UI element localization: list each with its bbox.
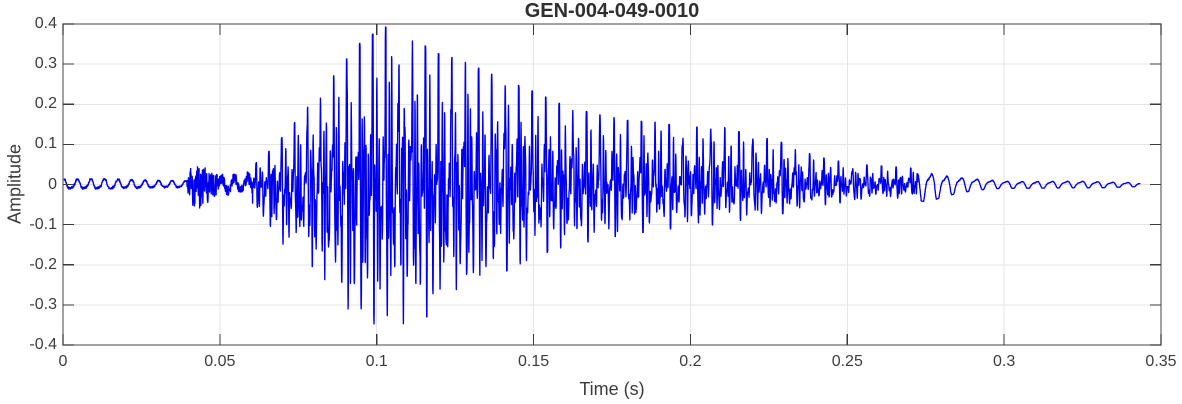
- y-axis-label: Amplitude: [4, 143, 25, 225]
- x-tick-label: 0.3: [993, 353, 1016, 370]
- y-tick-label: -0.1: [29, 215, 57, 233]
- y-tick-label: 0.4: [34, 15, 57, 32]
- x-tick-label: 0.35: [1145, 353, 1177, 370]
- x-tick-label: 0.1: [365, 353, 388, 370]
- y-tick-label: -0.3: [29, 295, 57, 313]
- x-tick-label: 0.25: [831, 353, 863, 370]
- y-tick-label: 0.3: [34, 55, 57, 73]
- y-tick-label: -0.2: [29, 255, 57, 273]
- tick-marks: [62, 23, 1162, 346]
- x-tick-label: 0.2: [679, 353, 702, 370]
- x-tick-label: 0.15: [517, 353, 550, 370]
- x-tick-label: 0.05: [204, 353, 236, 370]
- y-tick-label: 0: [48, 175, 57, 193]
- y-tick-label: -0.4: [29, 336, 57, 353]
- waveform-line: [62, 26, 1141, 325]
- y-tick-label: 0.2: [34, 95, 57, 113]
- x-axis-label: Time (s): [579, 379, 645, 399]
- plot-title: GEN-004-049-0010: [524, 0, 700, 22]
- y-tick-label: 0.1: [34, 135, 57, 153]
- x-tick-label: 0: [58, 353, 68, 370]
